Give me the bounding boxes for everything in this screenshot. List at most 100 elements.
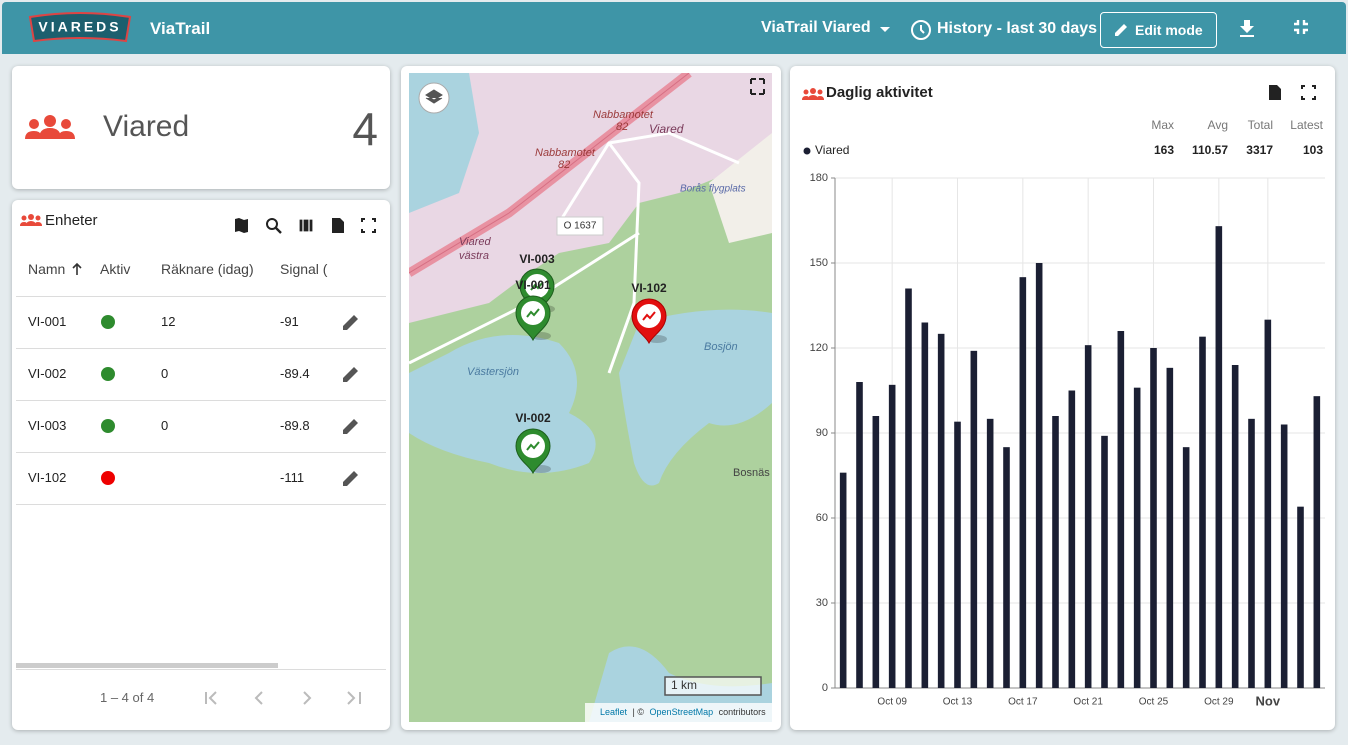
edit-mode-button[interactable]: Edit mode xyxy=(1100,12,1217,48)
pencil xyxy=(343,471,358,486)
search-icon[interactable] xyxy=(266,218,282,234)
map-label: västra xyxy=(459,250,489,262)
x-tick-label: Oct 13 xyxy=(943,697,973,708)
clock-icon[interactable] xyxy=(910,19,932,41)
aktiv-dot xyxy=(101,419,115,433)
bar xyxy=(1019,277,1027,688)
y-tick-label: 0 xyxy=(822,682,828,694)
download xyxy=(1240,20,1254,37)
logo-text: VIAREDS xyxy=(38,19,121,35)
bar xyxy=(1003,447,1010,688)
edit-button[interactable] xyxy=(341,312,361,332)
edit-button[interactable] xyxy=(341,364,361,384)
unit-name: VI-002 xyxy=(28,366,67,381)
edit-button[interactable] xyxy=(341,468,361,488)
summary-card: Viared 4 xyxy=(12,66,390,189)
next-page[interactable] xyxy=(303,691,312,705)
y-tick-label: 60 xyxy=(816,512,828,524)
legend-dot xyxy=(803,147,811,155)
fullscreen-icon[interactable] xyxy=(361,218,376,233)
bar xyxy=(1280,424,1288,688)
unit-signal: -89.4 xyxy=(280,366,310,381)
prev-page[interactable] xyxy=(254,691,263,705)
map-label: Bosjön xyxy=(704,341,738,353)
scale-label: 1 km xyxy=(671,678,697,692)
attribution-link[interactable]: Leaflet xyxy=(600,707,628,717)
marker[interactable] xyxy=(515,295,551,342)
columns-icon[interactable] xyxy=(298,218,314,233)
pagination-buttons xyxy=(205,691,361,705)
attribution-text: | © xyxy=(633,707,645,717)
column-header[interactable]: Aktiv xyxy=(100,261,131,277)
chart-card: Daglig aktivitet Max 163 Avg 110.57 Total 331… xyxy=(790,66,1335,730)
bar xyxy=(954,421,961,688)
bar xyxy=(888,384,896,688)
h-scrollbar[interactable] xyxy=(16,663,278,668)
x-tick-label: Oct 17 xyxy=(1008,697,1038,708)
first-page[interactable] xyxy=(205,691,217,705)
bar xyxy=(1199,336,1206,688)
marker[interactable] xyxy=(631,298,667,345)
edit-button[interactable] xyxy=(341,416,361,436)
marker-glyph xyxy=(642,311,656,321)
app-title: ViaTrail xyxy=(150,19,211,38)
chart: Daglig aktivitet Max 163 Avg 110.57 Total 331… xyxy=(802,84,1325,708)
marker-label: VI-001 xyxy=(515,278,551,292)
fullscreen-icon[interactable] xyxy=(1301,85,1316,100)
column-header[interactable]: Räknare (idag) xyxy=(161,261,254,277)
attribution-text: contributors xyxy=(719,707,767,717)
unit-count: 0 xyxy=(161,366,169,381)
map-label: Nabbamotet xyxy=(593,109,654,121)
bar xyxy=(937,333,945,688)
pagination-label: 1 – 4 of 4 xyxy=(100,690,155,705)
unit-count: 12 xyxy=(161,314,176,329)
bar xyxy=(1297,506,1304,688)
bar xyxy=(1117,331,1125,688)
row-divider xyxy=(16,452,386,453)
row-divider xyxy=(16,400,386,401)
attribution-link[interactable]: OpenStreetMap xyxy=(650,707,714,717)
site-selector[interactable]: ViaTrail Viared xyxy=(761,19,871,36)
dropdown-caret[interactable] xyxy=(879,26,891,34)
stat-header: Avg xyxy=(1208,118,1228,132)
map-label: Viared xyxy=(649,122,684,136)
history-selector[interactable]: History - last 30 days xyxy=(937,20,1098,37)
marker[interactable] xyxy=(515,428,551,475)
edit-mode-label: Edit mode xyxy=(1135,22,1203,38)
collapse xyxy=(1294,20,1308,34)
map-lake-bosjon xyxy=(619,309,772,486)
export-icon[interactable] xyxy=(1269,85,1281,100)
bar xyxy=(970,350,978,688)
map[interactable]: Nabbamotet 82 Viared Nabbamotet 82 Borås… xyxy=(409,73,772,722)
caret xyxy=(880,27,890,32)
map-labels: Nabbamotet 82 Viared Nabbamotet 82 Borås… xyxy=(459,109,770,479)
column-header[interactable]: Namn xyxy=(28,261,66,277)
stat-header: Total xyxy=(1248,118,1273,132)
row-divider xyxy=(16,504,386,505)
map-fullscreen[interactable] xyxy=(750,78,765,95)
top-bar: VIAREDS ViaTrail ViaTrail Viared History… xyxy=(2,2,1346,54)
aktiv-dot xyxy=(101,367,115,381)
scale-bar xyxy=(664,676,762,696)
column-header[interactable]: Signal ( xyxy=(280,261,328,277)
stat-header: Max xyxy=(1151,118,1174,132)
map-label: Västersjön xyxy=(467,366,519,378)
x-tick-label: Oct 21 xyxy=(1073,697,1103,708)
map-icon[interactable] xyxy=(235,218,248,233)
marker-label: VI-002 xyxy=(515,411,551,425)
unit-count: 0 xyxy=(161,418,169,433)
logo[interactable]: VIAREDS xyxy=(26,11,134,47)
layers-icon xyxy=(425,89,443,104)
download-icon[interactable] xyxy=(1238,18,1258,38)
unit-signal: -91 xyxy=(280,314,299,329)
collapse-icon[interactable] xyxy=(1292,18,1312,38)
bar xyxy=(921,322,929,688)
map-label: Bosnäs xyxy=(733,467,770,479)
map-label: 82 xyxy=(558,159,570,171)
sort-arrow[interactable] xyxy=(71,262,83,276)
x-tick-label: Oct 09 xyxy=(877,697,907,708)
last-page[interactable] xyxy=(347,691,361,705)
export-icon[interactable] xyxy=(332,218,344,233)
